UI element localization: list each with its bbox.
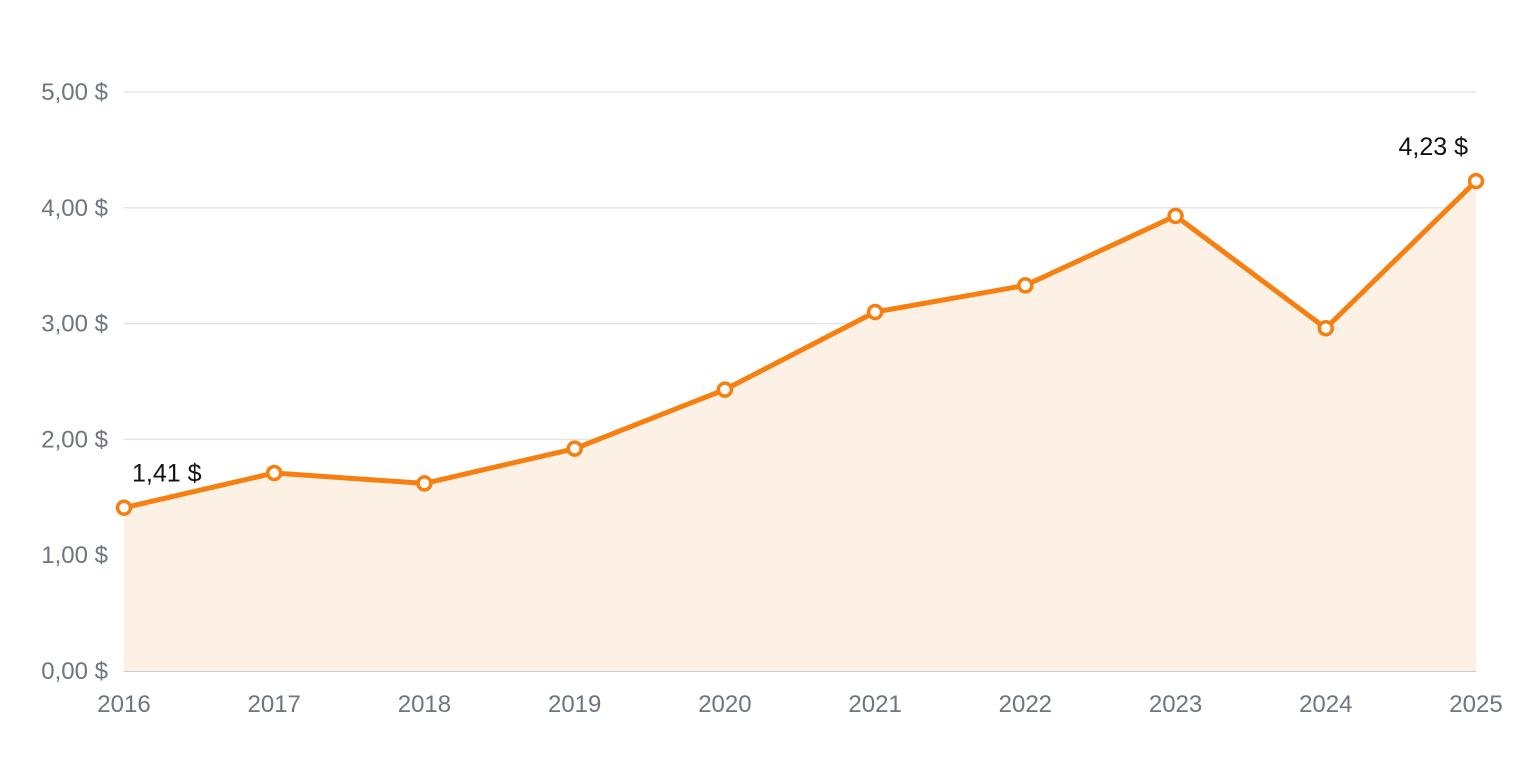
marker-layer — [115, 172, 1485, 516]
y-tick-label: 1,00 $ — [41, 542, 108, 569]
x-tick-label: 2022 — [999, 691, 1052, 718]
x-tick-label: 2021 — [848, 691, 901, 718]
data-label: 4,23 $ — [1398, 133, 1468, 161]
x-tick-label: 2017 — [248, 691, 301, 718]
x-tick-label: 2025 — [1449, 691, 1502, 718]
line-layer — [121, 178, 1479, 511]
y-tick-label: 5,00 $ — [41, 79, 108, 106]
data-label: 1,41 $ — [132, 460, 202, 488]
data-point-marker — [1017, 277, 1034, 294]
data-point-marker — [716, 381, 734, 398]
data-labels: 1,41 $ 4,23 $ — [132, 133, 1468, 488]
data-point-marker — [1317, 319, 1335, 337]
area-fill — [124, 181, 1476, 671]
data-point-marker — [566, 440, 583, 457]
data-point-marker — [1467, 172, 1485, 190]
data-point-marker — [115, 499, 133, 516]
x-tick-label: 2020 — [698, 691, 751, 718]
x-tick-label: 2024 — [1299, 691, 1352, 718]
y-axis-ticks: 0,00 $ 1,00 $ 2,00 $ 3,00 $ 4,00 $ 5,00 $ — [41, 79, 108, 685]
y-tick-label: 0,00 $ — [41, 658, 108, 685]
data-point-marker — [265, 464, 283, 482]
y-tick-label: 2,00 $ — [41, 426, 108, 453]
x-tick-label: 2023 — [1149, 691, 1202, 718]
x-tick-label: 2016 — [97, 691, 150, 718]
area-layer — [124, 181, 1476, 671]
x-tick-label: 2018 — [398, 691, 451, 718]
data-point-marker — [866, 303, 884, 321]
x-axis-ticks: 2016 2017 2018 2019 2020 2021 2022 2023 2024 2025 — [97, 691, 1502, 718]
series-line — [121, 178, 1479, 511]
data-point-marker — [1167, 207, 1184, 225]
data-point-marker — [416, 475, 433, 492]
y-tick-label: 3,00 $ — [41, 311, 108, 338]
y-tick-label: 4,00 $ — [41, 195, 108, 222]
x-tick-label: 2019 — [548, 691, 601, 718]
